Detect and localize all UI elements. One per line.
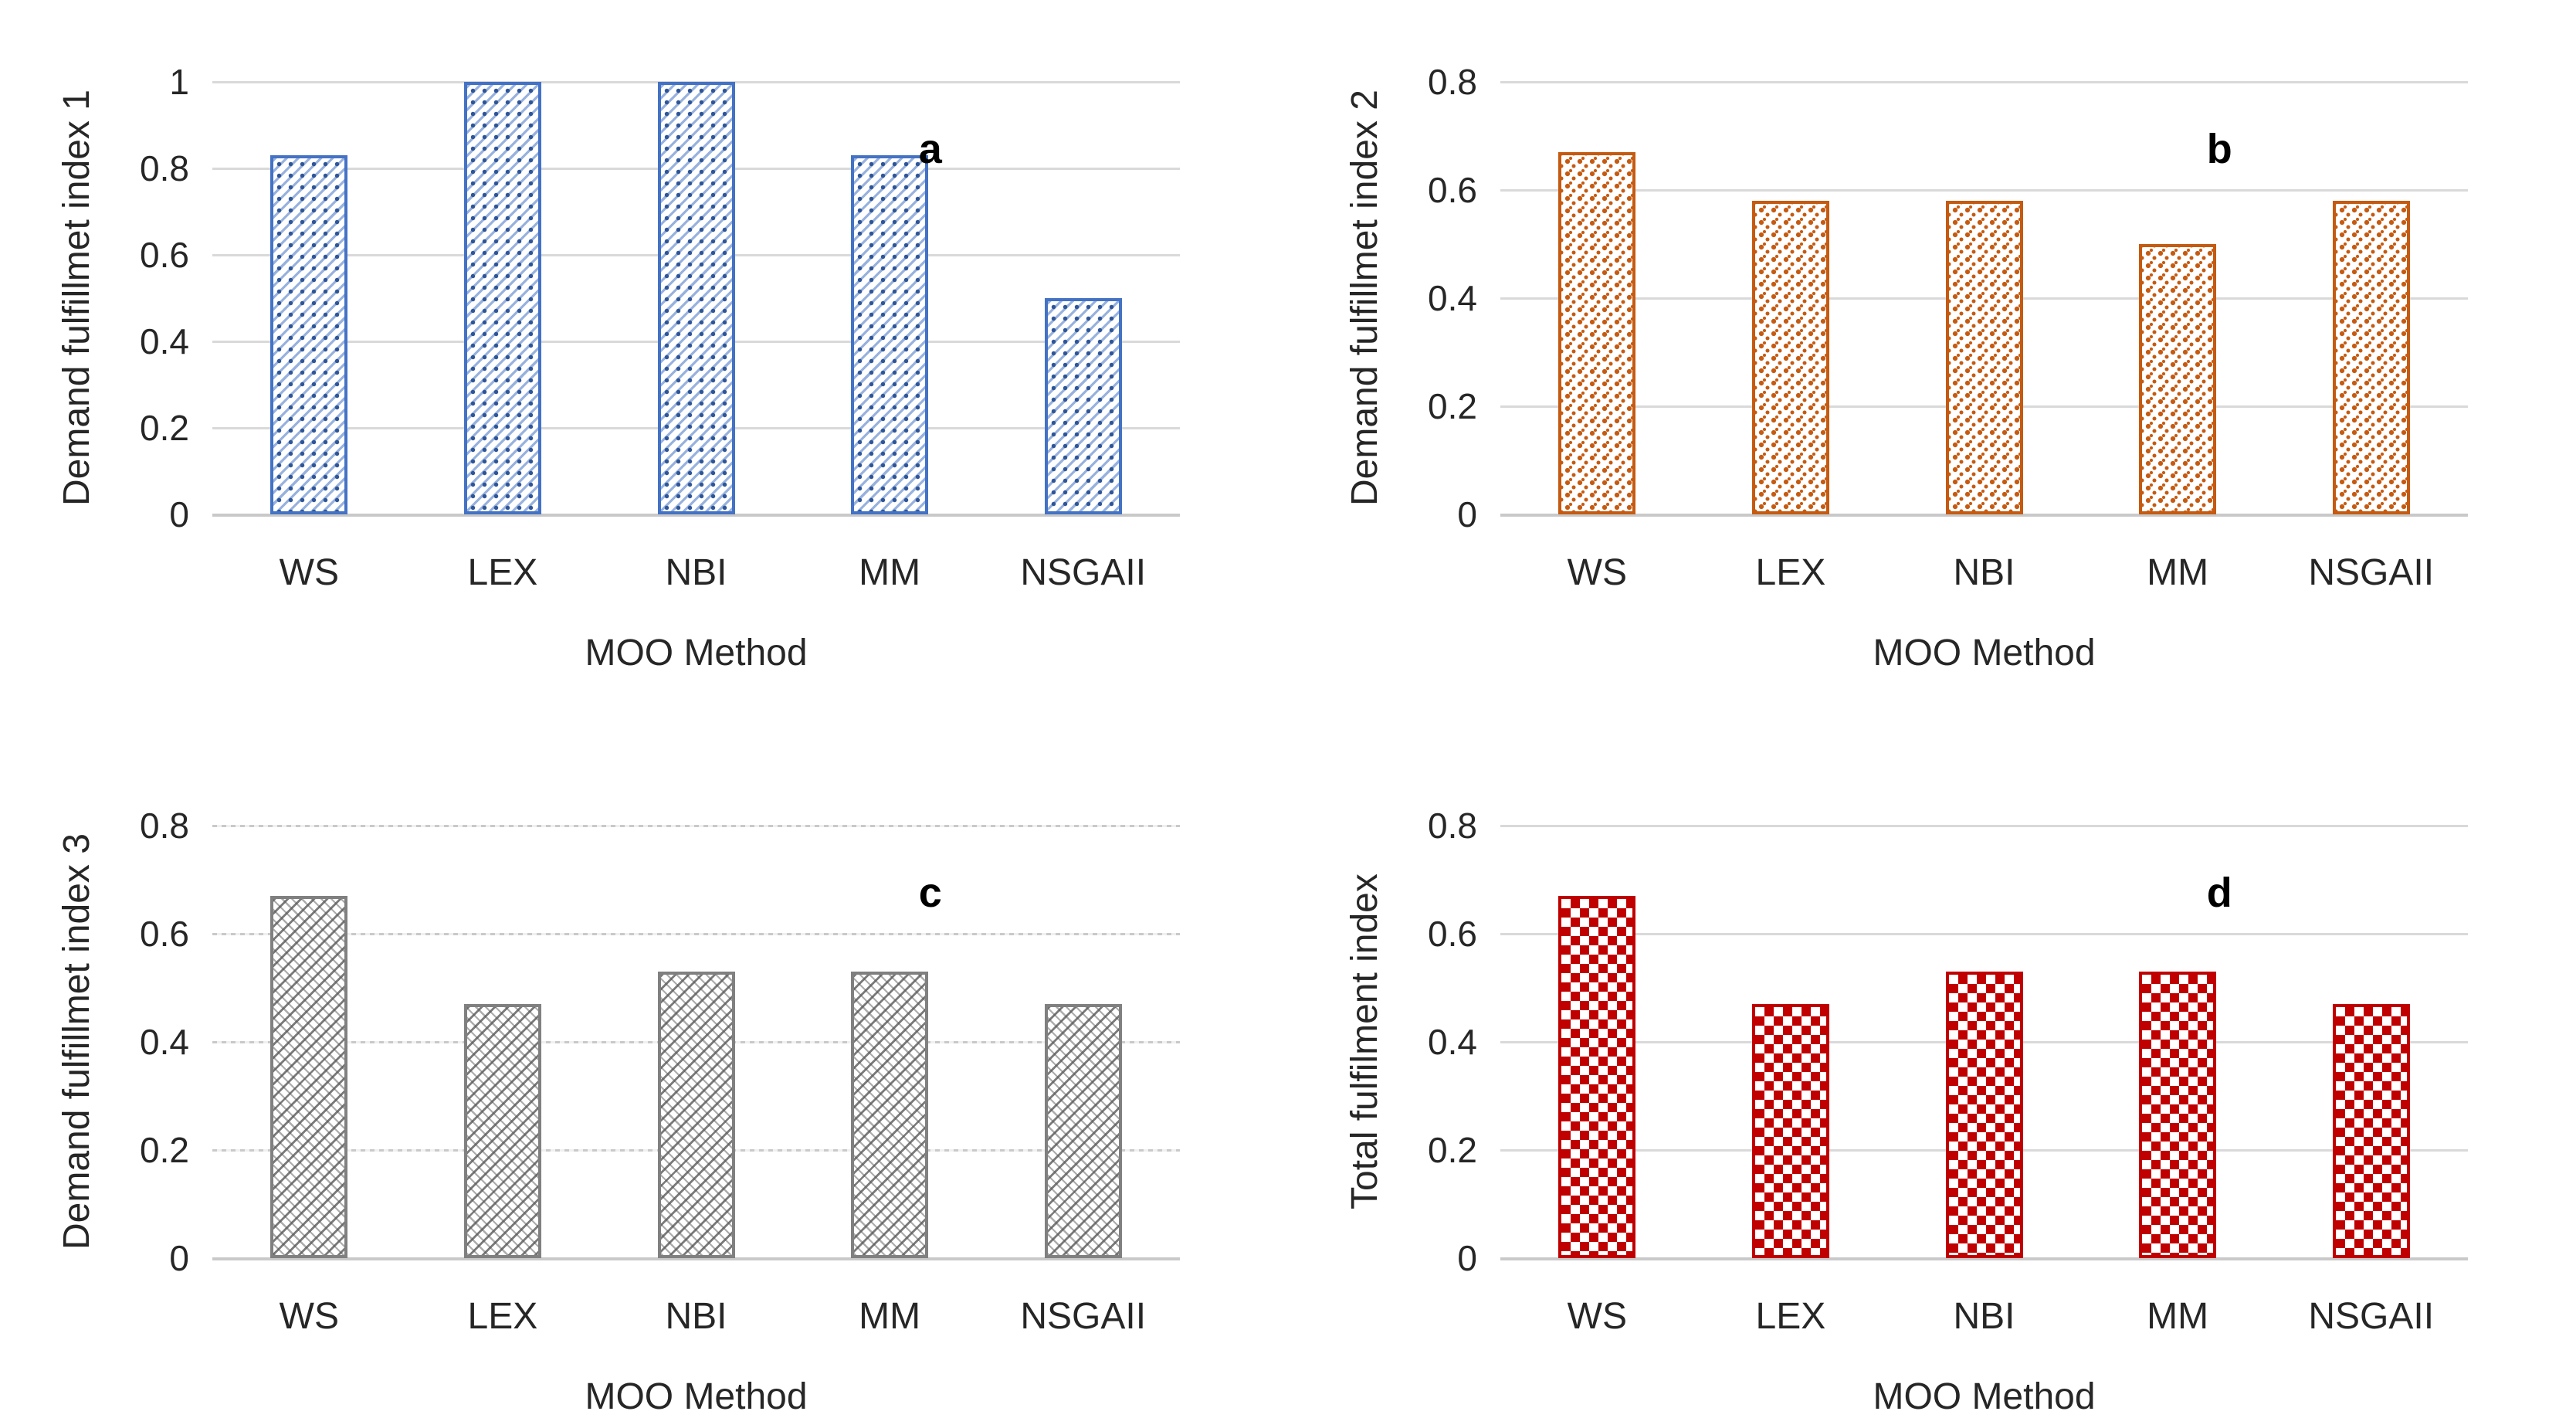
- panel-letter-b: b: [2206, 126, 2232, 172]
- y-tick-label: 0.6: [140, 914, 189, 954]
- x-tick-label: LEX: [467, 1296, 538, 1337]
- gridline: [212, 824, 1180, 827]
- y-axis-title-d: Total fulfilment index: [1344, 874, 1385, 1210]
- y-tick-label: 0.8: [140, 148, 189, 188]
- x-tick-label: WS: [1567, 1296, 1627, 1337]
- x-axis-line: [1500, 513, 2468, 517]
- bar-nsgaii: [2332, 201, 2410, 514]
- y-tick-label: 0.6: [1428, 914, 1477, 954]
- x-tick-label: NSGAII: [1020, 1296, 1147, 1337]
- gridline: [1500, 824, 2468, 827]
- chart-panel-b: Demand fulfillmet index 2 b MOO Method 0…: [1319, 12, 2545, 697]
- gridline: [212, 932, 1180, 935]
- bar-ws: [270, 155, 348, 514]
- y-tick-label: 0: [1457, 494, 1477, 534]
- y-axis-title-b: Demand fulfillmet index 2: [1344, 90, 1385, 507]
- y-tick-label: 0.4: [1428, 1022, 1477, 1062]
- bar-nsgaii: [1044, 298, 1122, 514]
- x-tick-label: MM: [2147, 1296, 2209, 1337]
- bar-ws: [1558, 152, 1636, 514]
- bar-ws: [1558, 896, 1636, 1258]
- chart-panel-d: Total fulfilment index d MOO Method 0.8 0…: [1319, 721, 2545, 1417]
- bar-lex: [463, 82, 541, 514]
- bar-lex: [463, 1004, 541, 1258]
- y-tick-label: 0.2: [1428, 1130, 1477, 1170]
- y-axis-title-a: Demand fulfillmet index 1: [56, 90, 97, 507]
- panel-letter-d: d: [2206, 870, 2232, 916]
- y-tick-label: 0.4: [140, 1022, 189, 1062]
- bar-nbi: [657, 82, 735, 514]
- chart-panel-a: Demand fulfillmet index 1 a MOO Method 1…: [31, 12, 1257, 697]
- y-tick-label: 1: [169, 62, 189, 102]
- bar-nbi: [657, 972, 735, 1258]
- x-axis-line: [212, 513, 1180, 517]
- x-tick-label: MM: [2147, 552, 2209, 593]
- panel-letter-a: a: [918, 126, 942, 172]
- x-axis-title-a: MOO Method: [585, 633, 808, 673]
- y-tick-label: 0.4: [140, 321, 189, 361]
- x-tick-label: NBI: [665, 1296, 727, 1337]
- bar-nsgaii: [2332, 1004, 2410, 1258]
- y-tick-label: 0.8: [140, 806, 189, 846]
- x-tick-label: WS: [279, 1296, 339, 1337]
- x-tick-label: NSGAII: [2308, 552, 2435, 593]
- x-axis-line: [1500, 1257, 2468, 1260]
- x-tick-label: MM: [859, 552, 921, 593]
- bar-mm: [2139, 972, 2217, 1258]
- gridline: [1500, 80, 2468, 83]
- y-tick-label: 0.6: [140, 235, 189, 275]
- x-axis-title-d: MOO Method: [1873, 1376, 2096, 1417]
- x-axis-line: [212, 1257, 1180, 1260]
- x-tick-label: WS: [279, 552, 339, 593]
- y-tick-label: 0.6: [1428, 170, 1477, 210]
- plot-area-c: Demand fulfillmet index 3 c MOO Method 0…: [56, 806, 1180, 1417]
- x-tick-label: WS: [1567, 552, 1627, 593]
- bar-ws: [270, 896, 348, 1258]
- bar-lex: [1751, 201, 1829, 514]
- y-tick-label: 0.2: [1428, 386, 1477, 426]
- plot-area-d: Total fulfilment index d MOO Method 0.8 0…: [1344, 806, 2468, 1417]
- y-tick-label: 0.4: [1428, 278, 1477, 318]
- x-axis-title-b: MOO Method: [1873, 633, 2096, 673]
- y-tick-label: 0.2: [140, 1130, 189, 1170]
- x-tick-label: LEX: [1755, 552, 1826, 593]
- y-tick-label: 0: [169, 1238, 189, 1278]
- gridline: [1500, 188, 2468, 192]
- x-tick-label: LEX: [467, 552, 538, 593]
- x-tick-label: NBI: [665, 552, 727, 593]
- y-tick-label: 0: [1457, 1238, 1477, 1278]
- bar-lex: [1751, 1004, 1829, 1258]
- x-tick-label: MM: [859, 1296, 921, 1337]
- x-tick-label: NSGAII: [2308, 1296, 2435, 1337]
- y-tick-label: 0.8: [1428, 62, 1477, 102]
- x-tick-label: NBI: [1953, 552, 2015, 593]
- chart-panel-c: Demand fulfillmet index 3 c MOO Method 0…: [31, 721, 1257, 1417]
- y-tick-label: 0.2: [140, 408, 189, 448]
- bar-mm: [2139, 244, 2217, 514]
- x-tick-label: NSGAII: [1020, 552, 1147, 593]
- plot-area-a: Demand fulfillmet index 1 a MOO Method 1…: [56, 62, 1180, 673]
- panel-letter-c: c: [918, 870, 942, 916]
- bar-nbi: [1945, 201, 2023, 514]
- gridline: [1500, 932, 2468, 935]
- plot-area-b: Demand fulfillmet index 2 b MOO Method 0…: [1344, 62, 2468, 673]
- x-axis-title-c: MOO Method: [585, 1376, 808, 1417]
- x-tick-label: LEX: [1755, 1296, 1826, 1337]
- bar-mm: [851, 155, 929, 514]
- y-tick-label: 0: [169, 494, 189, 534]
- x-tick-label: NBI: [1953, 1296, 2015, 1337]
- y-axis-title-c: Demand fulfillmet index 3: [56, 833, 97, 1250]
- bar-mm: [851, 972, 929, 1258]
- bar-nbi: [1945, 972, 2023, 1258]
- y-tick-label: 0.8: [1428, 806, 1477, 846]
- bar-nsgaii: [1044, 1004, 1122, 1258]
